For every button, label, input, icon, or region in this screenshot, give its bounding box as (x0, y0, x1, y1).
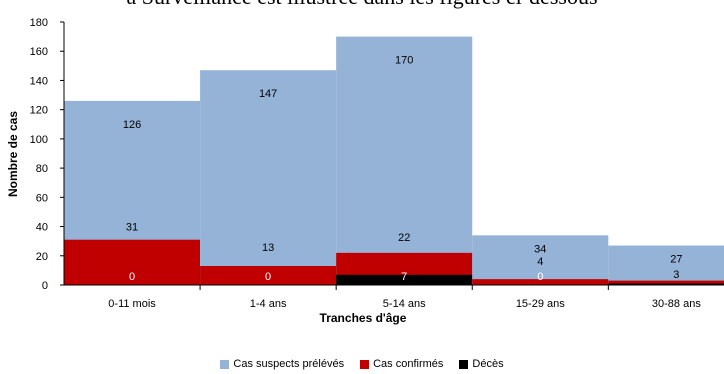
bar-confirmes (608, 280, 724, 285)
y-tick-label: 120 (30, 105, 48, 117)
data-label-deces: 0 (537, 271, 543, 283)
y-tick-label: 140 (30, 75, 48, 87)
bar-deces (608, 283, 724, 285)
legend-label-suspects: Cas suspects prélévés (233, 358, 345, 370)
legend: Cas suspects prélévés Cas confirmés Décè… (0, 358, 724, 370)
cropped-heading-text: a Surveillance est illustrée dans les fi… (0, 0, 724, 10)
data-label-deces: 0 (129, 271, 135, 283)
y-ticks: 0 20 40 60 80 100 120 140 160 180 (30, 17, 64, 292)
data-label-confirmes: 3 (673, 269, 679, 281)
x-axis-title: Tranches d'âge (320, 311, 407, 325)
x-tick-label: 1-4 ans (250, 298, 287, 310)
data-label-suspects: 170 (395, 55, 413, 67)
y-axis-title: Nombre de cas (6, 111, 20, 197)
y-tick-label: 80 (36, 163, 48, 175)
bar-confirmes (64, 239, 201, 285)
legend-swatch-suspects (220, 359, 230, 369)
data-label-suspects: 27 (670, 254, 682, 266)
x-tick-label: 0-11 mois (108, 298, 156, 310)
bars-layer (64, 36, 724, 286)
bar-suspects (336, 36, 473, 285)
data-label-suspects: 34 (534, 243, 546, 255)
legend-label-confirmes: Cas confirmés (373, 358, 444, 370)
bar-suspects (200, 70, 337, 285)
x-tick-label: 5-14 ans (383, 298, 426, 310)
data-label-confirmes: 4 (537, 256, 543, 268)
legend-item-suspects: Cas suspects prélévés (220, 358, 344, 370)
y-tick-label: 20 (36, 251, 48, 263)
bar-confirmes (200, 266, 337, 285)
legend-swatch-confirmes (360, 359, 370, 369)
legend-swatch-deces (459, 359, 469, 369)
y-tick-label: 60 (36, 192, 48, 204)
data-label-deces: 0 (265, 271, 271, 283)
data-label-deces: 7 (401, 271, 407, 283)
y-tick-label: 160 (30, 46, 48, 58)
data-label-suspects: 126 (123, 119, 141, 131)
x-tick-label: 15-29 ans (516, 298, 565, 310)
bar-suspects (608, 245, 724, 285)
data-label-confirmes: 31 (126, 222, 138, 234)
y-tick-label: 180 (30, 17, 48, 29)
y-tick-label: 40 (36, 222, 48, 234)
legend-label-deces: Décès (472, 358, 504, 370)
legend-item-confirmes: Cas confirmés (360, 358, 443, 370)
y-tick-label: 100 (30, 134, 48, 146)
data-label-confirmes: 22 (398, 232, 410, 244)
x-tick-label: 30-88 ans (652, 298, 701, 310)
legend-item-deces: Décès (459, 358, 504, 370)
bar-suspects (472, 235, 609, 285)
data-labels: 126 31 0 147 13 0 170 22 7 344 0 27 3 (123, 55, 683, 283)
y-tick-label: 0 (42, 280, 48, 292)
x-ticks: 0-11 mois 1-4 ans 5-14 ans 15-29 ans 30-88 a… (108, 285, 701, 310)
bar-confirmes (472, 279, 609, 285)
data-label-confirmes: 13 (262, 242, 274, 254)
bar-deces (336, 274, 473, 285)
axes-layer (63, 22, 724, 286)
data-label-suspects: 147 (259, 88, 277, 100)
